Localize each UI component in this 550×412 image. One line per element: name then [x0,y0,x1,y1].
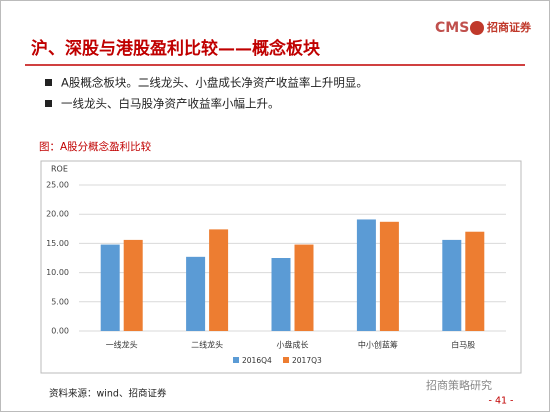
logo-name: 招商证券 [487,20,532,34]
slide-title: 沪、深股与港股盈利比较——概念板块 [31,38,321,59]
watermark: 招商策略研究 [426,378,492,392]
bar [442,239,462,331]
bullet: 一线龙头、白马股净资产收益率小幅上升。 [61,97,280,111]
bullet-icon [45,100,52,107]
chart-title: 图：A股分概念盈利比较 [39,140,152,153]
x-tick-label: 一线龙头 [106,340,138,350]
legend-label: 2016Q4 [242,356,272,365]
bullet-icon [45,79,52,86]
y-tick-label: 10.00 [46,268,69,277]
page-number: - 41 - [489,396,514,407]
x-tick-label: 小盘成长 [277,340,309,350]
chart-frame [40,160,522,374]
legend-swatch [233,357,239,363]
y-tick-label: 0.00 [51,327,69,336]
legend-swatch [283,357,289,363]
x-tick-label: 二线龙头 [191,340,223,350]
bar [123,239,143,331]
y-tick-label: 25.00 [46,181,69,190]
logo-brand: CMS [435,20,469,36]
y-tick-label: 5.00 [51,297,69,306]
x-tick-label: 白马股 [451,340,475,350]
logo-icon [470,21,484,35]
source-note: 资料来源：wind、招商证券 [49,388,167,400]
y-tick-label: 20.00 [46,210,69,219]
y-axis-label: ROE [51,165,68,174]
bar [356,219,376,331]
bar [100,244,120,331]
bar [271,258,291,331]
bar [209,229,229,331]
x-tick-label: 中小创蓝筹 [358,340,398,350]
bar [379,221,399,331]
bullet: A股概念板块。二线龙头、小盘成长净资产收益率上升明显。 [61,76,368,90]
legend-label: 2017Q3 [292,356,322,365]
bar [465,231,485,331]
y-tick-label: 15.00 [46,239,69,248]
bar [294,244,314,331]
bar [186,256,206,331]
